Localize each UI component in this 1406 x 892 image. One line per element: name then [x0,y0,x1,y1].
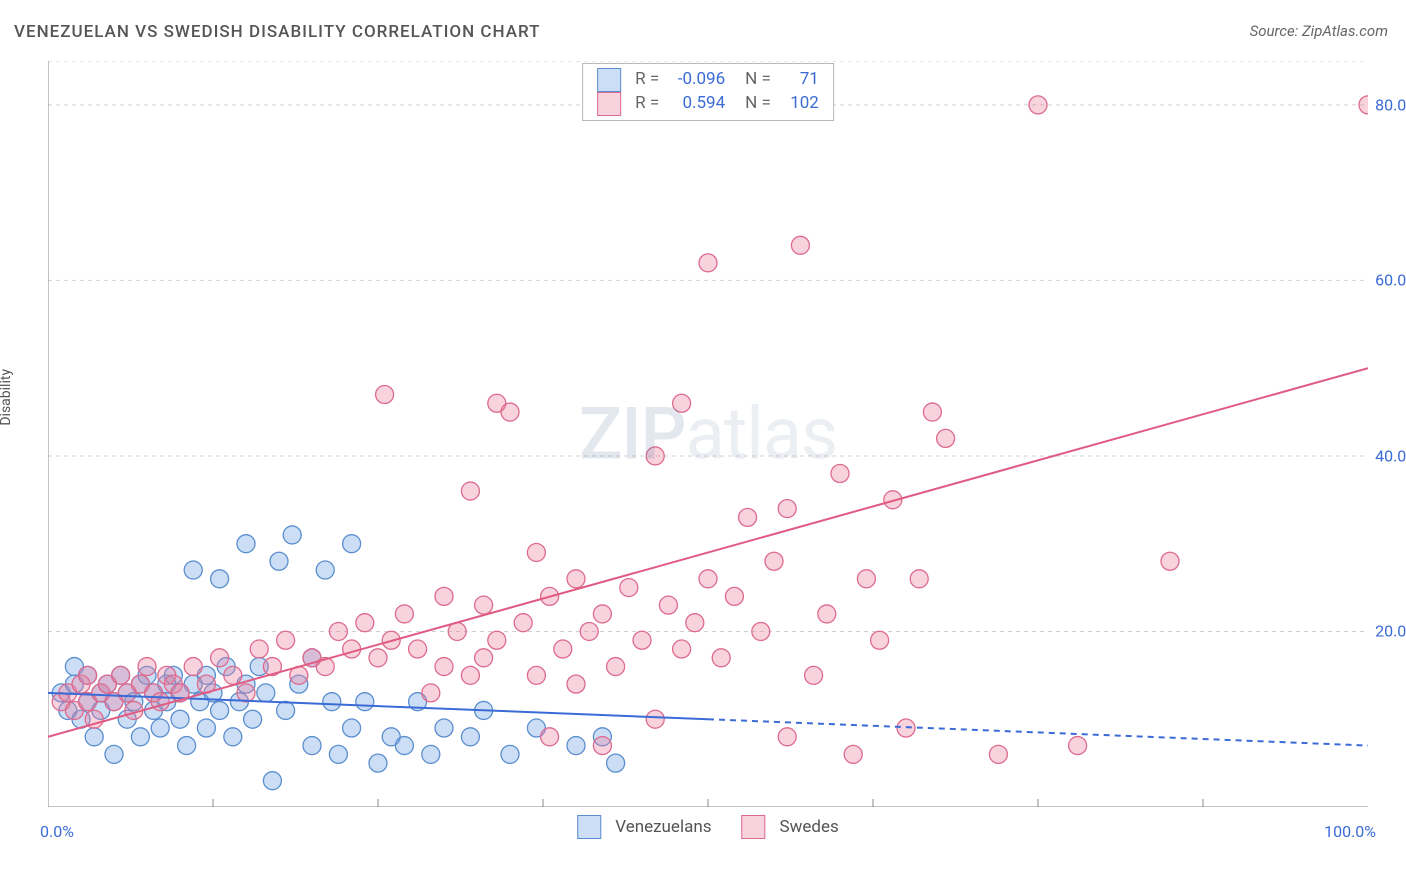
chart-title: VENEZUELAN VS SWEDISH DISABILITY CORRELA… [14,22,540,42]
plot-area: ZIPatlas R =-0.096N =71R =0.594N =102 20… [48,60,1368,807]
y-tick-label: 20.0% [1358,622,1406,641]
x-axis-max-label: 100.0% [1324,822,1376,841]
n-value: 71 [779,68,819,92]
legend-swatch [597,68,621,92]
legend-label: Venezuelans [615,817,711,837]
y-axis-label: Disability [0,369,14,426]
legend-label: Swedes [779,817,838,837]
legend-swatch [597,92,621,116]
legend-swatch [741,815,765,839]
source-attribution: Source: ZipAtlas.com [1250,22,1388,40]
n-label: N = [745,68,771,92]
r-label: R = [635,68,659,92]
y-tick-label: 80.0% [1358,95,1406,114]
r-value: 0.594 [667,92,725,116]
bottom-legend: Venezuelans Swedes [577,815,839,839]
legend-item: Swedes [741,815,838,839]
r-label: R = [635,92,659,116]
scatter-svg [48,61,1368,807]
y-tick-label: 60.0% [1358,271,1406,290]
stats-row: R = 0.594 N = 102 [597,92,819,116]
legend-swatch [577,815,601,839]
chart-container: VENEZUELAN VS SWEDISH DISABILITY CORRELA… [0,0,1406,892]
legend-item: Venezuelans [577,815,711,839]
stats-box: R = -0.096 N = 71 R = 0.594 N = 102 [582,63,834,121]
stats-row: R = -0.096 N = 71 [597,68,819,92]
x-axis-min-label: 0.0% [40,822,74,841]
n-value: 102 [779,92,819,116]
r-value: -0.096 [667,68,725,92]
y-tick-label: 40.0% [1358,446,1406,465]
n-label: N = [745,92,771,116]
